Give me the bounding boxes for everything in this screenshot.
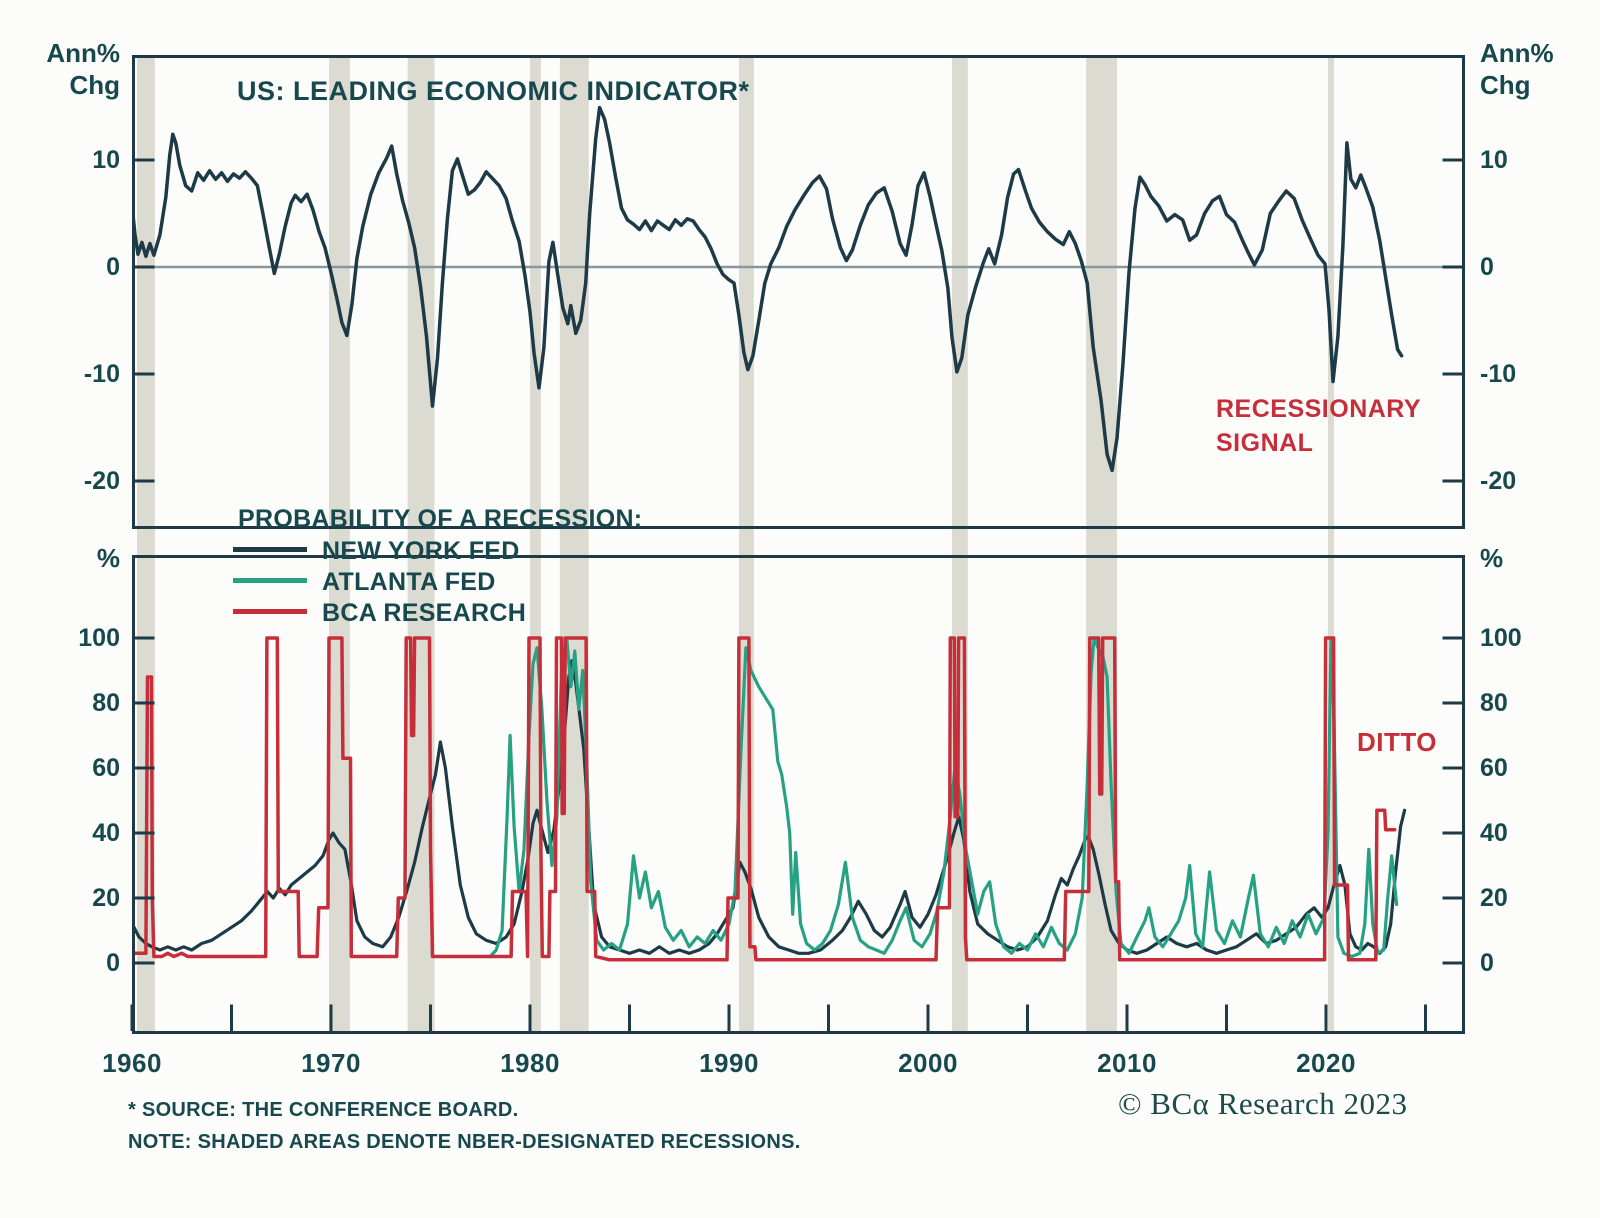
- recession-band: [1327, 57, 1334, 1032]
- legend-item-new-york-fed: NEW YORK FED: [322, 537, 520, 565]
- bottom-y-tick-label: 60: [1480, 754, 1508, 782]
- bottom-right-unit-label: %: [1480, 543, 1504, 573]
- x-tick-label: 2000: [898, 1048, 958, 1078]
- bottom-y-tick-label: 40: [1480, 819, 1508, 847]
- legend-swatch-bca-research: [233, 609, 307, 614]
- recessionary-signal-label-line1: RECESSIONARY: [1216, 395, 1422, 423]
- legend-item-bca-research: BCA RESEARCH: [322, 599, 527, 627]
- bottom-y-tick-label: 100: [1480, 624, 1522, 652]
- top-y-tick-label: -10: [83, 360, 120, 388]
- legend-swatch-new-york-fed: [233, 547, 307, 552]
- x-tick-label: 2010: [1097, 1048, 1157, 1078]
- top-left-unit-label-line1: Ann%: [46, 38, 120, 68]
- series-line: [133, 636, 1397, 962]
- bottom-left-unit-label: %: [96, 543, 120, 573]
- bottom-y-tick-label: 0: [106, 949, 120, 977]
- top-right-unit-label-line1: Ann%: [1480, 38, 1554, 68]
- panel-frame: [132, 555, 1465, 1034]
- bottom-y-tick-label: 60: [92, 754, 120, 782]
- top-y-tick-label: 0: [106, 253, 120, 281]
- x-tick-label: 1970: [301, 1048, 361, 1078]
- recessionary-signal-label-line2: SIGNAL: [1216, 429, 1314, 457]
- legend-swatch-atlanta-fed: [233, 578, 307, 583]
- top-y-tick-label: 0: [1480, 253, 1494, 281]
- recession-band: [559, 57, 589, 1032]
- top-left-unit-label-line2: Chg: [69, 70, 120, 100]
- x-tick-label: 1960: [102, 1048, 162, 1078]
- top-y-tick-label: 10: [1480, 146, 1508, 174]
- bottom-y-tick-label: 80: [92, 689, 120, 717]
- legend-title: PROBABILITY OF A RECESSION:: [238, 505, 643, 533]
- top-y-tick-label: 10: [92, 146, 120, 174]
- x-tick-label: 2020: [1296, 1048, 1356, 1078]
- top-y-tick-label: -20: [83, 467, 120, 495]
- bottom-y-tick-label: 0: [1480, 949, 1494, 977]
- panel-frame: [132, 55, 1465, 529]
- top-y-tick-label: -10: [1480, 360, 1517, 388]
- series-line: [133, 659, 1407, 955]
- top-y-tick-label: -20: [1480, 467, 1517, 495]
- bottom-y-tick-label: 80: [1480, 689, 1508, 717]
- x-tick-label: 1980: [500, 1048, 560, 1078]
- x-tick-label: 1990: [699, 1048, 759, 1078]
- top-right-unit-label-line2: Chg: [1480, 70, 1531, 100]
- note-footnote: NOTE: SHADED AREAS DENOTE NBER-DESIGNATE…: [128, 1131, 801, 1153]
- chart-title: US: LEADING ECONOMIC INDICATOR*: [237, 76, 750, 106]
- ditto-label: DITTO: [1357, 727, 1438, 757]
- bottom-y-tick-label: 100: [78, 624, 120, 652]
- recession-band: [329, 57, 350, 1032]
- source-footnote: * SOURCE: THE CONFERENCE BOARD.: [128, 1099, 519, 1121]
- recession-band: [1086, 57, 1118, 1032]
- bottom-y-tick-label: 20: [1480, 884, 1508, 912]
- legend-item-atlanta-fed: ATLANTA FED: [322, 568, 496, 596]
- bottom-y-tick-label: 40: [92, 819, 120, 847]
- bottom-y-tick-label: 20: [92, 884, 120, 912]
- recession-band: [530, 57, 541, 1032]
- copyright-label: © BCα Research 2023: [1118, 1086, 1408, 1121]
- series-line: [133, 105, 1404, 473]
